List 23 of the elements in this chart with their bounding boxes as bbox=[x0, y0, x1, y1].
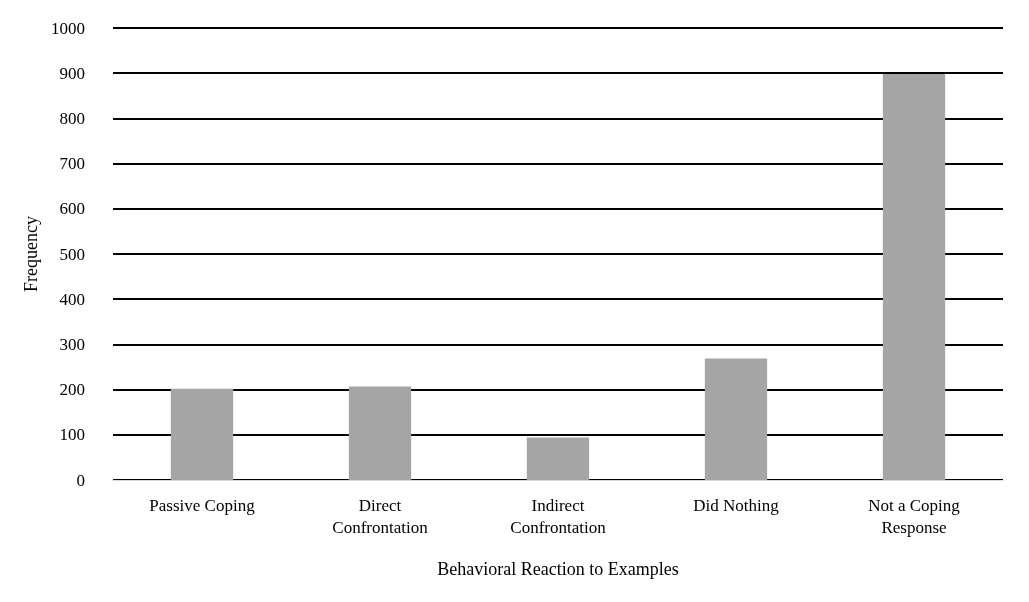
y-tick-label: 0 bbox=[76, 470, 85, 490]
x-tick-label: Direct Confrontation bbox=[332, 495, 429, 537]
bar bbox=[348, 386, 412, 480]
x-axis-title: Behavioral Reaction to Examples bbox=[437, 559, 679, 579]
y-axis-title: Frequency bbox=[21, 216, 42, 292]
x-tick-label: Passive Coping bbox=[149, 495, 256, 515]
x-tick-label: Indirect Confrontation bbox=[510, 495, 607, 537]
y-tick-label: 300 bbox=[59, 334, 85, 354]
y-tick-label: 900 bbox=[59, 63, 85, 83]
y-tick-label: 800 bbox=[59, 108, 85, 128]
x-tick-label: Did Nothing bbox=[693, 495, 780, 515]
y-tick-label: 200 bbox=[59, 380, 85, 400]
bar bbox=[882, 74, 946, 480]
bar bbox=[526, 437, 590, 480]
bar bbox=[704, 358, 768, 480]
y-tick-label: 700 bbox=[59, 154, 85, 174]
x-tick-label: Not a Coping Response bbox=[868, 495, 961, 537]
y-tick-label: 600 bbox=[59, 199, 85, 219]
bar bbox=[170, 388, 234, 480]
y-tick-label: 500 bbox=[59, 244, 85, 264]
y-tick-label: 100 bbox=[59, 425, 85, 445]
y-tick-label: 400 bbox=[59, 289, 85, 309]
y-tick-label: 1000 bbox=[51, 18, 85, 38]
